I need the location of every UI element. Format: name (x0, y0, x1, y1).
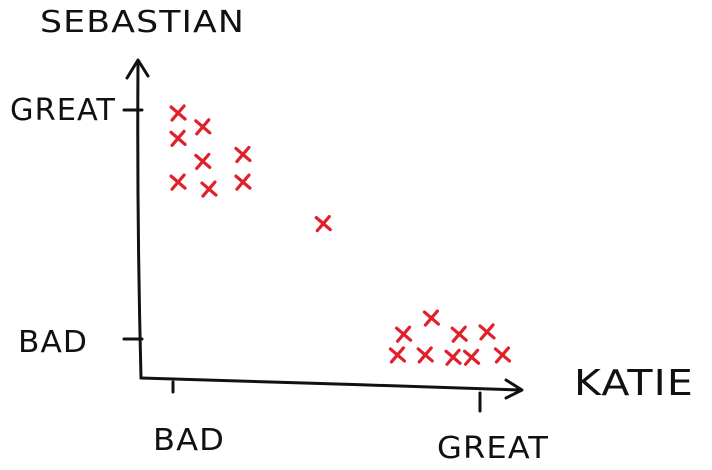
y-axis-line (136, 60, 143, 380)
data-point-8 (234, 173, 252, 191)
x-axis-label: KATIE (574, 363, 694, 404)
data-point-4 (194, 152, 212, 170)
data-point-5 (234, 145, 252, 164)
data-point-2 (194, 118, 212, 136)
y-tick-label-bad: BAD (18, 325, 88, 360)
data-point-3 (169, 129, 187, 147)
data-point-6 (169, 173, 187, 191)
y-tick-label-great: GREAT (10, 93, 116, 128)
data-point-1 (169, 104, 187, 122)
data-point-7 (200, 180, 218, 198)
data-point-16 (444, 348, 462, 366)
data-point-9 (314, 215, 332, 233)
data-point-11 (395, 325, 413, 343)
data-point-15 (416, 346, 434, 364)
x-tick-label-great: GREAT (437, 431, 549, 466)
data-point-17 (462, 348, 481, 366)
data-point-10 (422, 309, 441, 327)
y-axis-arrowhead (125, 58, 150, 80)
data-point-13 (478, 323, 496, 341)
y-axis-label: SEBASTIAN (40, 5, 245, 40)
data-point-14 (388, 346, 407, 364)
data-point-12 (450, 325, 468, 343)
x-axis-arrowhead (504, 378, 524, 400)
data-point-18 (493, 346, 512, 364)
x-axis-line (139, 376, 522, 392)
x-tick-label-bad: BAD (153, 423, 225, 458)
data-points (169, 104, 512, 366)
